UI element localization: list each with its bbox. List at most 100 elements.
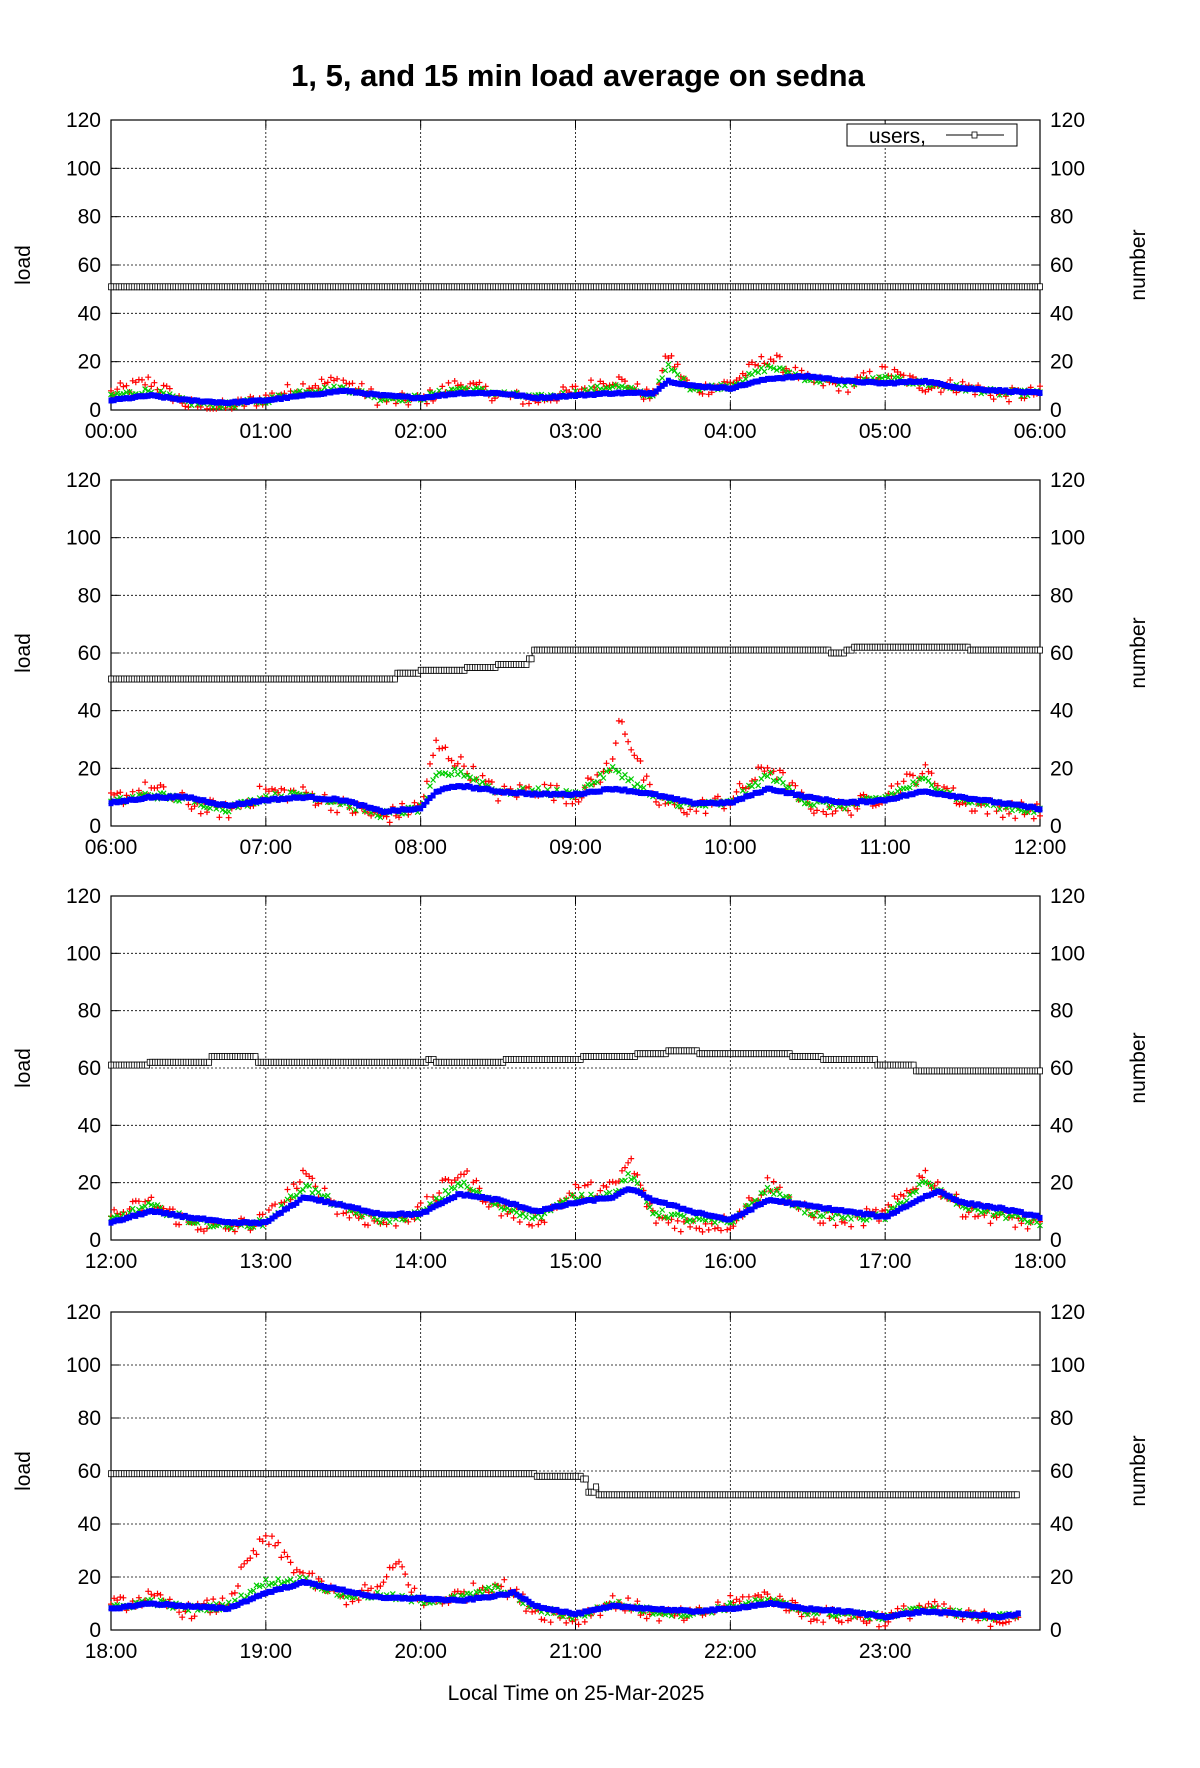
y2-tick-label: 100 <box>1050 527 1085 550</box>
load1-point <box>582 1619 588 1625</box>
load1-point <box>461 1171 467 1177</box>
x-tick-label: 18:00 <box>1014 1250 1067 1273</box>
x-tick-label: 13:00 <box>240 1250 293 1273</box>
load1-point <box>820 1619 826 1625</box>
load1-point <box>495 798 501 804</box>
y-tick-label: 0 <box>89 1619 101 1642</box>
load1-point <box>300 784 306 790</box>
load1-point <box>285 382 291 388</box>
load1-point <box>300 381 306 387</box>
load1-point <box>161 383 167 389</box>
load1-point <box>328 807 334 813</box>
load1-point <box>430 752 436 758</box>
load1-point <box>706 1227 712 1233</box>
load1-point <box>576 1621 582 1627</box>
load1-point <box>309 1570 315 1576</box>
load1-point <box>405 1582 411 1588</box>
load1-point <box>569 801 575 807</box>
load5-point <box>626 1171 631 1176</box>
load1-point <box>672 1225 678 1231</box>
load1-point <box>117 380 123 386</box>
load5-point <box>675 372 680 377</box>
load1-point <box>325 379 331 385</box>
y2-tick-label: 120 <box>1050 885 1085 908</box>
y-axis-label: load <box>12 1451 35 1491</box>
y2-tick-label: 0 <box>1050 1229 1062 1252</box>
load1-point <box>467 381 473 387</box>
y2-tick-label: 20 <box>1050 757 1073 780</box>
load1-point <box>1012 1224 1018 1230</box>
load5-point <box>276 1576 281 1581</box>
load1-point <box>613 740 619 746</box>
x-tick-label: 04:00 <box>704 420 757 443</box>
users-point <box>524 662 529 668</box>
load15-point <box>1038 806 1043 812</box>
load1-point <box>179 1614 185 1620</box>
load1-point <box>935 1179 941 1185</box>
load1-point <box>737 781 743 787</box>
y2-tick-label: 40 <box>1050 302 1073 325</box>
load1-point <box>210 1596 216 1602</box>
load1-point <box>529 1609 535 1615</box>
load1-point <box>548 1619 554 1625</box>
users-point <box>1038 647 1043 653</box>
load1-point <box>898 1192 904 1198</box>
x-tick-label: 03:00 <box>549 420 602 443</box>
load1-point <box>436 1190 442 1196</box>
load1-point <box>653 1220 659 1226</box>
y-tick-label: 100 <box>66 1354 101 1377</box>
load1-point <box>641 777 647 783</box>
load1-point <box>820 1220 826 1226</box>
load1-point <box>622 731 628 737</box>
load1-point <box>182 403 188 409</box>
y-tick-label: 100 <box>66 157 101 180</box>
load1-point <box>148 1194 154 1200</box>
y-tick-label: 60 <box>78 642 101 665</box>
load1-point <box>792 783 798 789</box>
load1-point <box>461 763 467 769</box>
load5-point <box>273 1581 278 1586</box>
load5-point <box>821 1214 826 1219</box>
users-series-markers <box>109 284 1043 290</box>
load1-point <box>678 1229 684 1235</box>
load1-point <box>861 1223 867 1229</box>
y2-tick-label: 40 <box>1050 700 1073 723</box>
load5-point <box>325 1193 330 1198</box>
y2-tick-label: 60 <box>1050 642 1073 665</box>
load1-point <box>464 1168 470 1174</box>
users-point <box>594 1484 599 1490</box>
y-axis-label: load <box>12 1048 35 1088</box>
y-tick-label: 40 <box>78 700 101 723</box>
load1-point <box>281 1549 287 1555</box>
users-point <box>207 1059 212 1065</box>
y2-axis-label: number <box>1127 229 1150 300</box>
load1-point <box>250 1548 256 1554</box>
load1-point <box>882 364 888 370</box>
load1-point <box>424 778 430 784</box>
load1-point <box>285 1187 291 1193</box>
load1-point <box>334 810 340 816</box>
load1-point <box>988 1623 994 1629</box>
load1-point <box>526 401 532 407</box>
load1-point <box>424 1194 430 1200</box>
load1-point <box>960 379 966 385</box>
load1-point <box>826 1215 832 1221</box>
load1-point <box>272 1543 278 1549</box>
x-tick-label: 06:00 <box>85 836 138 859</box>
y-tick-label: 80 <box>78 1407 101 1430</box>
load5-point <box>842 806 847 811</box>
y2-tick-label: 40 <box>1050 1114 1073 1137</box>
load1-point <box>117 1594 123 1600</box>
x-tick-label: 00:00 <box>85 420 138 443</box>
load1-point <box>446 1177 452 1183</box>
load1-point <box>839 1619 845 1625</box>
load1-point <box>526 1222 532 1228</box>
load1-point <box>907 771 913 777</box>
load1-point <box>622 1165 628 1171</box>
load1-point <box>752 777 758 783</box>
y-tick-label: 20 <box>78 1172 101 1195</box>
y2-tick-label: 80 <box>1050 584 1073 607</box>
y-tick-label: 20 <box>78 1566 101 1589</box>
load1-point <box>176 1222 182 1228</box>
load1-point <box>724 1227 730 1233</box>
